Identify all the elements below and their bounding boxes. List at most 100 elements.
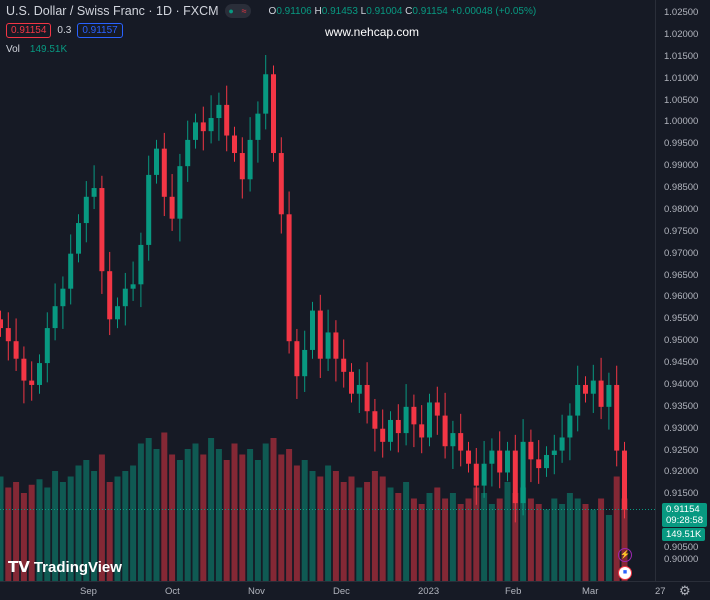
volume-bar <box>5 487 12 581</box>
time-axis-border <box>0 581 710 582</box>
volume-bar <box>496 498 503 581</box>
candle-body <box>68 253 74 289</box>
candle-body <box>154 148 159 175</box>
candle-body <box>481 463 487 486</box>
price-tick: 0.98000 <box>664 203 699 215</box>
settings-gear-icon[interactable]: ⚙ <box>679 583 691 598</box>
candle-body <box>310 310 315 350</box>
candle-body <box>29 380 35 385</box>
volume-bar <box>325 465 332 581</box>
candle-body <box>52 306 58 329</box>
volume-bar <box>36 479 43 581</box>
volume-bar <box>332 471 339 581</box>
candle-body <box>411 406 417 425</box>
price-tick: 0.96500 <box>664 269 699 281</box>
volume-bar <box>559 504 566 581</box>
volume-bar <box>442 498 449 581</box>
volume-bar <box>278 454 285 581</box>
volume-bar <box>504 482 511 581</box>
volume-bar <box>215 449 222 581</box>
volume-bar <box>410 498 417 581</box>
volume-bar <box>208 438 215 581</box>
price-tick: 0.95000 <box>664 335 699 347</box>
volume-bar <box>527 498 534 581</box>
volume-bar <box>371 471 378 581</box>
volume-bar <box>0 476 4 581</box>
candle-body <box>427 402 432 438</box>
candle-body <box>185 139 191 167</box>
price-tick: 1.00500 <box>664 94 699 106</box>
candle-body <box>489 450 495 464</box>
us-flag-event-icon[interactable]: ■ <box>618 566 632 580</box>
candle-body <box>5 328 11 342</box>
volume-bar <box>605 515 612 581</box>
volume-bar <box>44 487 51 581</box>
price-tick: 0.99500 <box>664 138 699 150</box>
candle-body <box>349 371 354 394</box>
volume-bar <box>473 487 480 581</box>
symbol-header: U.S. Dollar / Swiss Franc · 1D · FXCM ● ≈… <box>6 4 536 18</box>
candle-body <box>356 384 362 394</box>
volume-bar <box>309 471 316 581</box>
candle-body <box>544 454 549 469</box>
tradingview-logo[interactable]: 𝗧𝗩 TradingView <box>8 558 122 577</box>
candle-body <box>60 288 66 307</box>
market-open-dot-icon: ● <box>228 6 234 16</box>
time-tick: Dec <box>333 586 350 597</box>
candle-body <box>44 328 50 364</box>
candle-body <box>107 271 113 320</box>
candle-body <box>122 288 128 307</box>
last-price-tag: 0.91154 09:28:58 <box>662 503 707 527</box>
candle-body <box>177 166 183 219</box>
candle-body <box>590 380 596 394</box>
sell-button[interactable]: 0.91154 <box>6 23 52 38</box>
volume-bar <box>488 504 495 581</box>
price-tick: 1.00000 <box>664 116 699 128</box>
buy-button[interactable]: 0.91157 <box>77 23 123 38</box>
volume-bar <box>200 454 207 581</box>
candle-body <box>130 284 136 289</box>
volume-bar <box>364 482 371 581</box>
volume-bar <box>434 487 441 581</box>
candle-body <box>450 433 456 447</box>
candle-body <box>606 384 612 407</box>
volume-bar <box>481 493 488 581</box>
candle-body <box>403 406 409 434</box>
volume-bar <box>67 476 74 581</box>
volume-bar <box>13 482 20 581</box>
volume-bar <box>130 465 137 581</box>
volume-bar <box>176 460 183 581</box>
lightning-event-icon[interactable]: ⚡ <box>618 548 632 562</box>
candle-body <box>419 424 425 438</box>
candle-body <box>21 358 27 381</box>
price-tick: 0.97000 <box>664 247 699 259</box>
time-tick: Sep <box>80 586 97 597</box>
volume-bar <box>83 460 90 581</box>
market-status[interactable]: ● ≈ <box>224 4 251 18</box>
candle-body <box>614 384 620 451</box>
volume-bar <box>293 465 300 581</box>
candle-body <box>512 450 518 504</box>
volume-bar <box>59 482 66 581</box>
symbol-title[interactable]: U.S. Dollar / Swiss Franc · 1D · FXCM <box>6 4 219 18</box>
volume-label: Vol <box>6 44 20 55</box>
volume-bar <box>184 449 191 581</box>
candle-body <box>622 450 627 510</box>
volume-bar <box>137 443 144 581</box>
volume-bar <box>457 504 464 581</box>
candle-body <box>216 104 222 119</box>
volume-bar <box>340 482 347 581</box>
volume-bar <box>613 476 620 581</box>
candle-body <box>567 415 573 438</box>
candle-body <box>505 450 510 473</box>
price-tick: 0.99000 <box>664 160 699 172</box>
candle-body <box>37 363 42 385</box>
volume-bar <box>223 460 230 581</box>
volume-bar <box>317 476 324 581</box>
candle-body <box>325 332 331 359</box>
candle-body <box>193 122 198 140</box>
candle-body <box>497 450 503 473</box>
candle-body <box>528 441 534 460</box>
candle-body <box>434 402 440 416</box>
